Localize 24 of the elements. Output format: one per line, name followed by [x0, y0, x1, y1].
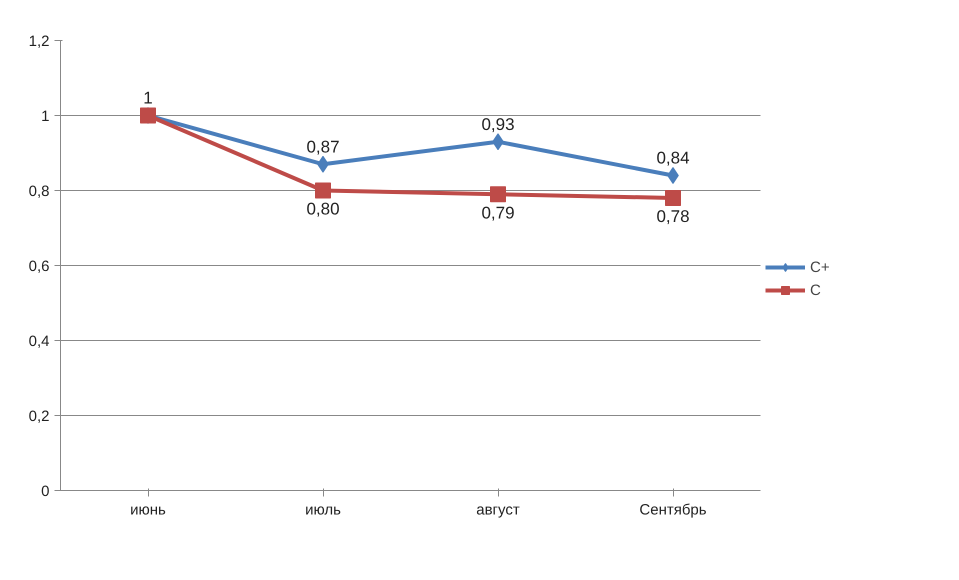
- data-label: 0,84: [656, 148, 690, 168]
- x-tick-label: август: [476, 502, 520, 518]
- point: [315, 182, 331, 198]
- y-tick-label: 0,2: [28, 408, 50, 425]
- y-tick-label: 1: [41, 108, 50, 125]
- data-label: 0,78: [656, 207, 690, 226]
- legend-label: C: [810, 282, 822, 298]
- x-tick-label: Сентябрь: [639, 502, 707, 518]
- data-label: 0,87: [306, 137, 340, 156]
- point: [490, 186, 506, 202]
- data-label: 0,93: [481, 114, 515, 134]
- y-tick-label: 0,8: [28, 183, 50, 200]
- x-tick-label: июль: [305, 502, 342, 518]
- data-label: 0,79: [481, 203, 515, 222]
- y-tick-label: 1,2: [28, 33, 50, 50]
- y-tick-label: 0,6: [28, 258, 50, 275]
- legend-label: C+: [810, 258, 830, 276]
- point: [667, 167, 679, 184]
- point: [665, 190, 681, 206]
- y-tick-label: 0: [41, 483, 50, 500]
- y-tick-label: 0,4: [28, 333, 50, 350]
- data-label: 0,80: [306, 200, 340, 218]
- data-label: 1: [143, 88, 153, 108]
- x-tick-label: июнь: [130, 502, 166, 518]
